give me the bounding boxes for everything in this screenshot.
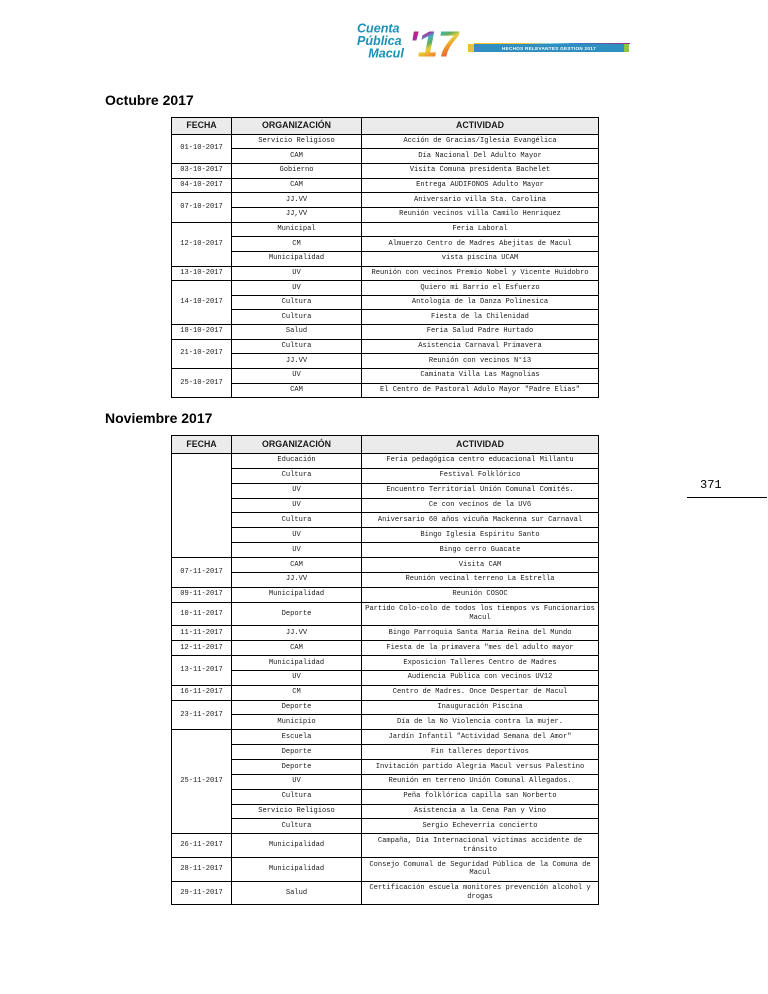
svg-text:Macul: Macul	[368, 47, 404, 61]
svg-text:'17: '17	[409, 24, 460, 64]
